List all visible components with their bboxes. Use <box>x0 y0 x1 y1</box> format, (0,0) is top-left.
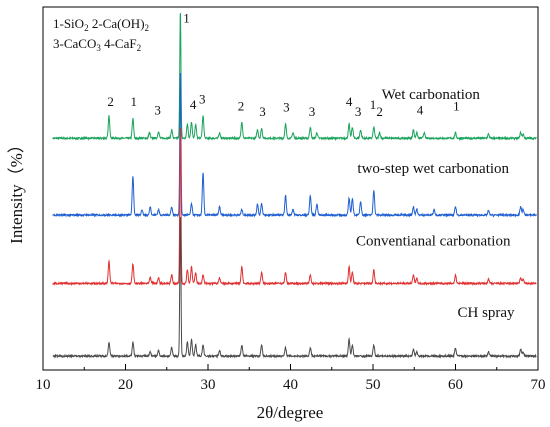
peak-label: 1 <box>183 10 190 25</box>
x-axis-label: 2θ/degree <box>257 403 324 422</box>
x-tick-label: 10 <box>36 377 51 393</box>
series-group <box>52 13 537 359</box>
peak-label: 1 <box>131 94 138 109</box>
peak-label: 3 <box>309 104 316 119</box>
legend-subscript: 3 <box>96 43 101 53</box>
peak-label: 4 <box>417 103 424 118</box>
legend-line: 3-CaCO3 4-CaF2 <box>53 36 141 53</box>
legend-text: 4-CaF <box>101 36 137 51</box>
series-line-0 <box>52 13 537 142</box>
legend-text: 2-Ca(OH) <box>89 16 145 31</box>
legend: 1-SiO2 2-Ca(OH)23-CaCO3 4-CaF2 <box>53 16 149 53</box>
x-tick-label: 50 <box>366 377 381 393</box>
peak-label: 2 <box>107 94 114 109</box>
peak-label: 1 <box>453 98 460 113</box>
series-line-1 <box>52 72 537 218</box>
legend-text: 3-CaCO <box>53 36 96 51</box>
legend-line: 1-SiO2 2-Ca(OH)2 <box>53 16 149 33</box>
x-tick-label: 70 <box>531 377 546 393</box>
peak-label: 3 <box>259 104 266 119</box>
peak-label: 3 <box>154 103 161 118</box>
series-label: two-step wet carbonation <box>357 161 509 177</box>
x-tick-label: 20 <box>118 377 133 393</box>
legend-text: 1-SiO <box>53 16 84 31</box>
x-axis: 10 20 30 40 50 60 70 <box>36 364 546 393</box>
x-tick-label: 60 <box>448 377 463 393</box>
peak-label: 3 <box>283 100 290 115</box>
legend-subscript: 2 <box>137 43 142 53</box>
legend-subscript: 2 <box>84 23 89 33</box>
series-labels: Wet carbonation two-step wet carbonation C… <box>356 87 515 321</box>
peak-label: 1 <box>370 97 377 112</box>
series-line-2 <box>52 128 537 287</box>
series-line-3 <box>52 217 537 359</box>
peak-label: 4 <box>190 97 197 112</box>
legend-subscript: 2 <box>145 23 150 33</box>
peak-label: 2 <box>238 98 245 113</box>
y-axis-label: Intensity（%） <box>7 136 26 244</box>
peak-label: 3 <box>199 91 206 106</box>
series-label: Conventianal carbonation <box>356 234 511 250</box>
peak-label: 2 <box>376 104 383 119</box>
x-tick-label: 30 <box>201 377 216 393</box>
series-label: Wet carbonation <box>382 87 481 103</box>
peak-annotations: 12 13 4 3 2 3 3 343 1 2 4 1 <box>107 10 459 119</box>
peak-label: 3 <box>355 104 362 119</box>
peak-label: 4 <box>346 94 353 109</box>
series-label: CH spray <box>457 305 515 321</box>
x-tick-label: 40 <box>283 377 298 393</box>
